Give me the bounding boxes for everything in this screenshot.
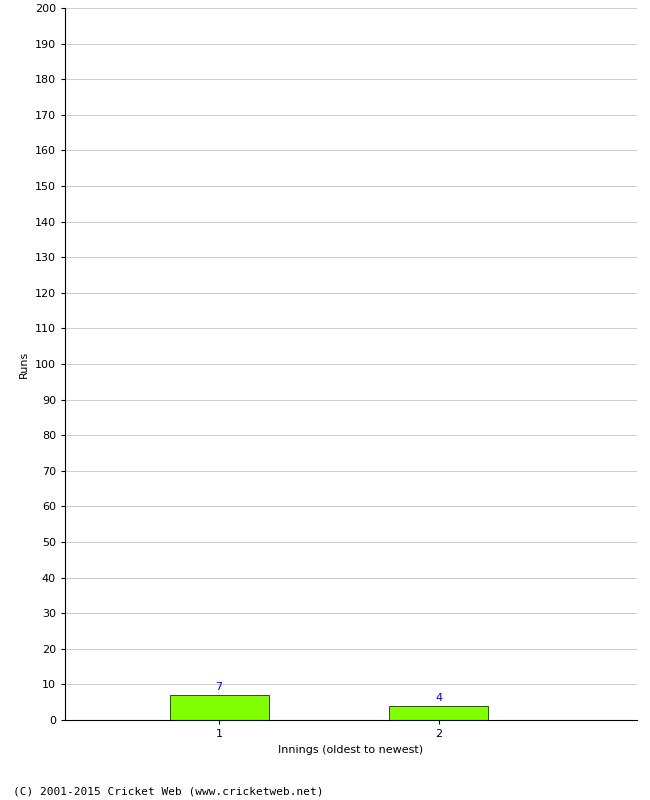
Text: (C) 2001-2015 Cricket Web (www.cricketweb.net): (C) 2001-2015 Cricket Web (www.cricketwe… (13, 786, 324, 796)
Text: 4: 4 (436, 693, 443, 703)
Bar (389, 706, 489, 720)
Bar (170, 695, 268, 720)
Text: 7: 7 (215, 682, 222, 692)
X-axis label: Innings (oldest to newest): Innings (oldest to newest) (278, 745, 424, 754)
Y-axis label: Runs: Runs (20, 350, 29, 378)
